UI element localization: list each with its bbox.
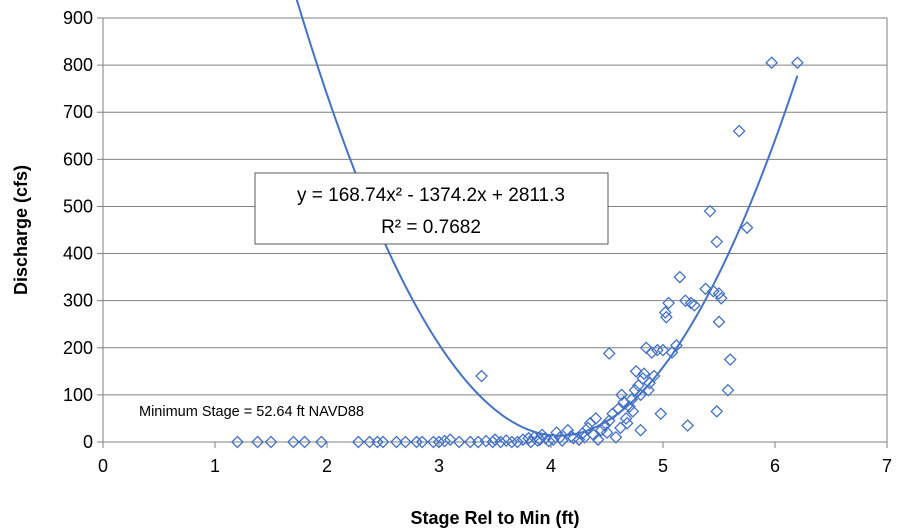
data-point [626, 404, 640, 418]
data-point [432, 435, 446, 449]
data-point [398, 435, 412, 449]
y-tick-label: 700 [63, 102, 93, 122]
equation-box-border [254, 172, 609, 245]
data-point [351, 435, 365, 449]
data-point [230, 435, 244, 449]
data-point [286, 435, 300, 449]
x-tick-label: 2 [322, 456, 332, 476]
data-point [438, 434, 452, 448]
data-point [264, 435, 278, 449]
data-point [494, 435, 508, 449]
y-axis-title: Discharge (cfs) [11, 165, 31, 295]
y-tick-label: 100 [63, 385, 93, 405]
data-point [475, 369, 488, 383]
x-axis-title: Stage Rel to Min (ft) [411, 508, 580, 528]
data-point [619, 412, 633, 425]
data-point [581, 421, 595, 435]
x-tick-label: 7 [882, 456, 892, 476]
x-tick-label: 6 [770, 456, 780, 476]
data-point [740, 221, 754, 235]
x-tick-label: 5 [658, 456, 668, 476]
data-point [510, 435, 524, 449]
data-points [230, 56, 804, 449]
trendline-equation: y = 168.74x² - 1374.2x + 2811.3 [297, 185, 565, 206]
data-point [589, 412, 603, 425]
data-point [765, 56, 779, 70]
data-point [654, 407, 668, 421]
y-tick-label: 200 [63, 338, 93, 358]
r-squared-value: R² = 0.7682 [381, 217, 481, 238]
data-point [314, 435, 328, 449]
data-point [687, 298, 701, 312]
data-point [426, 435, 440, 449]
data-point [645, 346, 659, 359]
data-point [591, 433, 605, 447]
data-point [555, 434, 569, 448]
data-point [712, 287, 726, 301]
equation-box: y = 168.74x² - 1374.2x + 2811.3 R² = 0.7… [254, 172, 609, 245]
y-tick-label: 400 [63, 244, 93, 264]
data-point [522, 431, 536, 445]
data-point [542, 434, 556, 448]
data-point [602, 347, 616, 360]
data-point [452, 435, 466, 449]
y-axis-ticks: 0 100 200 300 400 500 600 700 800 900 [63, 8, 103, 452]
data-point [710, 404, 724, 418]
y-tick-label: 800 [63, 55, 93, 75]
data-point [659, 310, 673, 324]
data-point [615, 388, 628, 402]
data-point [710, 235, 724, 249]
data-point [634, 388, 648, 402]
data-point [370, 435, 384, 449]
data-point [443, 433, 457, 447]
data-point [703, 204, 717, 218]
data-point [658, 306, 672, 319]
data-point [681, 419, 695, 432]
data-point [622, 400, 636, 414]
x-tick-label: 3 [434, 456, 444, 476]
data-point [505, 435, 519, 449]
y-tick-label: 300 [63, 291, 93, 311]
data-point [723, 353, 737, 366]
data-point [634, 423, 648, 437]
data-point [732, 124, 746, 138]
data-point [673, 270, 687, 284]
x-tick-label: 1 [210, 456, 220, 476]
data-point [550, 426, 564, 439]
data-point [390, 435, 403, 449]
data-point [533, 433, 547, 447]
data-point [656, 343, 670, 357]
data-point [410, 435, 424, 449]
minimum-stage-annotation: Minimum Stage = 52.64 ft NAVD88 [139, 404, 364, 420]
data-point [790, 56, 804, 70]
data-point [600, 426, 614, 439]
data-point [620, 416, 634, 430]
data-point [415, 435, 429, 449]
data-point [650, 343, 664, 357]
x-tick-label: 0 [98, 456, 108, 476]
data-point [376, 435, 390, 449]
y-tick-label: 600 [63, 149, 93, 169]
data-point [721, 383, 735, 397]
data-point [251, 435, 264, 449]
data-point [499, 434, 513, 448]
x-tick-label: 4 [546, 456, 556, 476]
data-point [516, 433, 530, 447]
data-point [684, 296, 698, 310]
data-point [637, 367, 651, 381]
data-point [712, 315, 726, 329]
data-point [662, 296, 676, 310]
trend-line [295, 0, 799, 437]
x-axis-ticks: 0 1 2 3 4 5 6 7 [98, 442, 892, 476]
data-point [714, 291, 728, 305]
y-tick-label: 500 [63, 196, 93, 216]
data-point [699, 282, 712, 296]
y-tick-label: 0 [83, 432, 93, 452]
data-point [609, 430, 623, 444]
y-tick-label: 900 [63, 8, 93, 28]
data-point [298, 435, 312, 449]
data-point [629, 364, 643, 378]
